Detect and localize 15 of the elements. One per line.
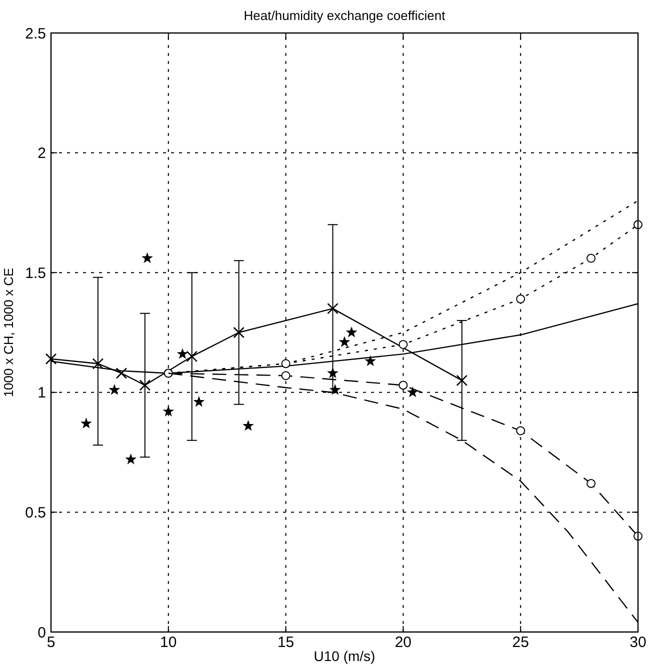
- y-axis-title: 1000 x CH, 1000 x CE: [1, 268, 16, 398]
- x-tick-label: 10: [160, 634, 177, 651]
- x-axis-title: U10 (m/s): [314, 648, 376, 664]
- chart-title: Heat/humidity exchange coefficient: [244, 8, 446, 23]
- y-tick-label: 2: [38, 145, 46, 162]
- y-tick-label: 1.5: [25, 264, 46, 282]
- x-tick-label: 15: [277, 634, 294, 651]
- x-tick-label: 25: [512, 634, 529, 651]
- x-tick-label: 5: [46, 634, 56, 651]
- y-tick-label: 0.5: [25, 504, 46, 522]
- y-tick-label: 0: [38, 624, 46, 642]
- x-tick-label: 30: [630, 634, 646, 651]
- y-tick-label: 2.5: [25, 25, 46, 42]
- x-tick-label: 20: [394, 634, 412, 651]
- y-tick-label: 1: [38, 384, 46, 402]
